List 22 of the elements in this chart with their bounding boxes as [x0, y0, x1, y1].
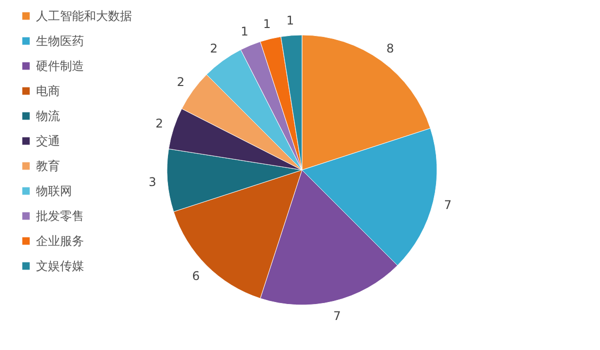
data-label: 2 — [156, 116, 164, 131]
data-label: 7 — [333, 308, 341, 323]
legend-label: 文娱传媒 — [36, 259, 84, 273]
legend-label: 批发零售 — [36, 209, 84, 223]
legend-label: 物联网 — [36, 184, 72, 198]
data-label: 2 — [176, 74, 184, 89]
legend-label: 电商 — [36, 84, 60, 98]
legend-label: 教育 — [36, 159, 60, 173]
legend-label: 物流 — [36, 109, 60, 123]
data-label: 1 — [286, 13, 294, 28]
data-label: 2 — [210, 42, 218, 56]
data-label: 3 — [148, 174, 156, 189]
data-label: 8 — [386, 42, 394, 56]
legend-label: 生物医药 — [36, 34, 84, 48]
data-label: 6 — [192, 269, 200, 284]
legend-label: 硬件制造 — [36, 59, 84, 73]
data-label: 1 — [240, 24, 248, 38]
data-label: 1 — [263, 17, 271, 32]
legend-label: 企业服务 — [36, 234, 84, 248]
legend-label: 交通 — [36, 134, 60, 148]
legend-label: 人工智能和大数据 — [36, 9, 132, 23]
data-label: 7 — [444, 198, 452, 212]
